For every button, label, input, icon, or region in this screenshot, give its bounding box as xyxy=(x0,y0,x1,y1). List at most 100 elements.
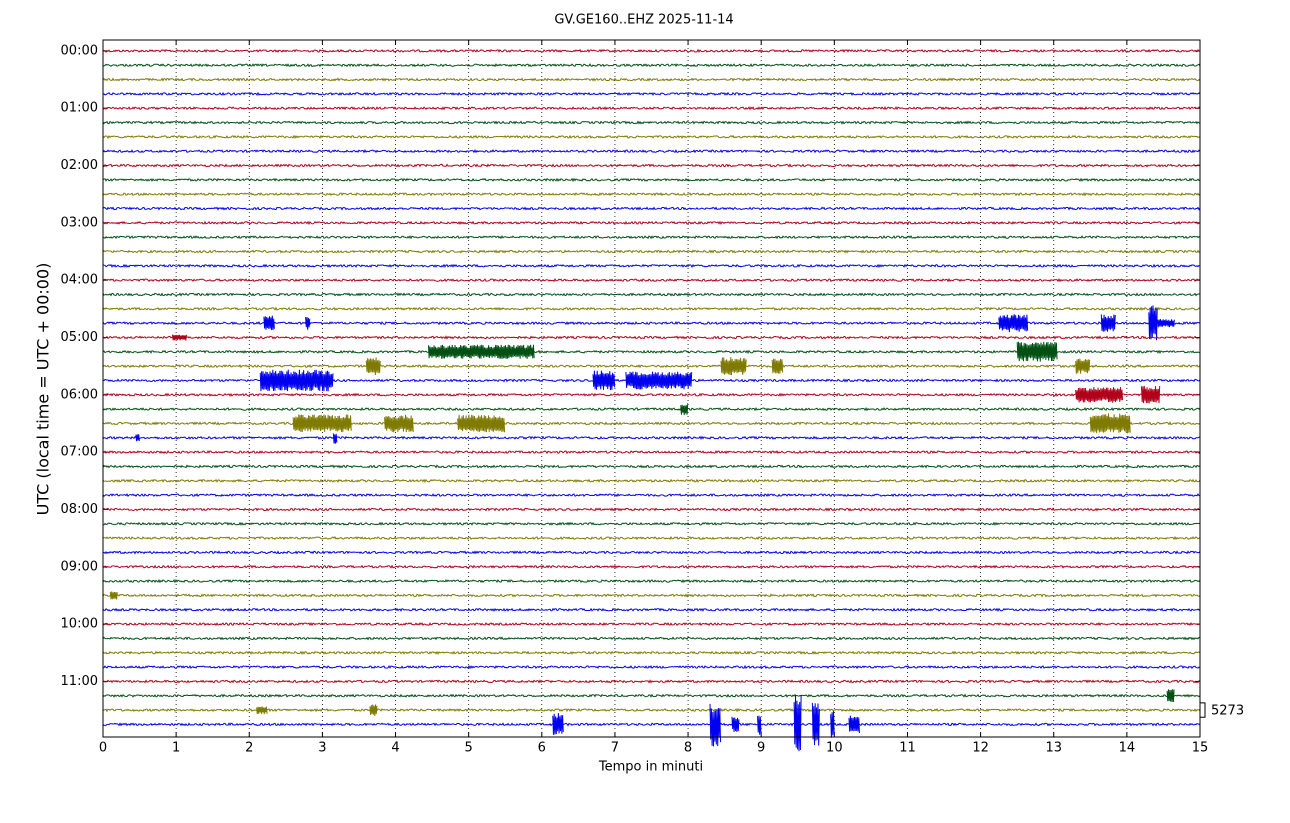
event xyxy=(369,704,378,717)
x-tick-label: 5 xyxy=(465,741,473,756)
trace xyxy=(102,636,1201,641)
scale-label: 5273 xyxy=(1211,704,1244,719)
y-tick-label: 04:00 xyxy=(61,273,98,288)
trace xyxy=(102,607,1201,612)
trace xyxy=(102,707,1201,713)
event xyxy=(680,403,689,416)
event xyxy=(332,433,338,444)
x-axis-label: Tempo in minuti xyxy=(598,760,703,775)
y-tick-label: 08:00 xyxy=(61,502,98,517)
y-axis-label: UTC (local time = UTC + 00:00) xyxy=(34,263,53,516)
y-tick-label: 00:00 xyxy=(61,43,98,58)
x-tick-label: 3 xyxy=(318,741,326,756)
y-tick-label: 10:00 xyxy=(61,617,98,632)
event xyxy=(135,434,140,442)
y-tick-label: 03:00 xyxy=(61,215,98,230)
event xyxy=(731,716,740,732)
trace xyxy=(102,564,1201,569)
plot-frame xyxy=(102,39,1201,738)
event xyxy=(427,344,535,359)
x-tick-label: 4 xyxy=(391,741,399,756)
event xyxy=(625,371,693,390)
x-tick-label: 15 xyxy=(1192,741,1209,756)
event xyxy=(1075,387,1124,403)
event xyxy=(365,357,381,376)
trace xyxy=(102,679,1201,684)
trace xyxy=(102,235,1201,240)
trace xyxy=(102,693,1201,698)
x-tick-label: 12 xyxy=(972,741,989,756)
event xyxy=(259,369,334,392)
event xyxy=(171,334,187,341)
y-tick-label: 01:00 xyxy=(61,101,98,116)
x-tick-label: 6 xyxy=(538,741,546,756)
trace xyxy=(102,77,1201,82)
event xyxy=(457,414,506,433)
trace xyxy=(102,392,1201,397)
trace xyxy=(102,435,1201,441)
x-tick-label: 11 xyxy=(899,741,916,756)
trace xyxy=(102,578,1201,584)
trace xyxy=(102,149,1201,154)
trace xyxy=(102,120,1201,125)
trace xyxy=(102,406,1201,412)
event xyxy=(552,713,564,735)
event xyxy=(1100,314,1116,332)
event xyxy=(1016,341,1058,362)
x-tick-label: 10 xyxy=(826,741,843,756)
trace xyxy=(102,650,1201,655)
event xyxy=(830,710,835,738)
trace xyxy=(102,621,1201,627)
trace xyxy=(102,593,1201,598)
x-tick-label: 14 xyxy=(1119,741,1136,756)
trace xyxy=(102,48,1201,53)
trace xyxy=(102,521,1201,526)
x-tick-label: 9 xyxy=(757,741,765,756)
trace xyxy=(102,277,1201,283)
event xyxy=(1148,305,1158,341)
x-tick-label: 1 xyxy=(172,741,180,756)
event xyxy=(811,702,820,746)
trace xyxy=(102,263,1201,268)
trace xyxy=(102,664,1201,670)
y-tick-label: 09:00 xyxy=(61,559,98,574)
event xyxy=(592,370,616,391)
chart-title: GV.GE160..EHZ 2025-11-14 xyxy=(554,13,733,28)
event xyxy=(256,706,268,715)
event xyxy=(1075,358,1091,374)
event xyxy=(848,715,860,734)
trace xyxy=(102,464,1201,469)
trace xyxy=(102,63,1201,68)
y-tick-label: 07:00 xyxy=(61,445,98,460)
x-tick-label: 8 xyxy=(684,741,692,756)
trace xyxy=(102,493,1201,498)
y-tick-label: 05:00 xyxy=(61,330,98,345)
trace xyxy=(102,91,1201,96)
trace xyxy=(102,106,1201,111)
event xyxy=(384,414,414,433)
event xyxy=(793,695,802,752)
trace xyxy=(102,249,1201,254)
event xyxy=(292,414,352,433)
event xyxy=(1089,413,1131,434)
event xyxy=(771,358,784,374)
trace xyxy=(102,550,1201,555)
x-tick-label: 0 xyxy=(99,741,107,756)
trace xyxy=(102,450,1201,455)
trace xyxy=(102,206,1201,211)
event xyxy=(709,703,722,747)
trace xyxy=(102,335,1201,340)
x-tick-label: 2 xyxy=(245,741,253,756)
event xyxy=(1166,689,1175,703)
y-tick-label: 11:00 xyxy=(61,674,98,689)
trace xyxy=(102,292,1201,297)
x-tick-label: 13 xyxy=(1045,741,1062,756)
event xyxy=(305,317,311,330)
trace xyxy=(102,177,1201,183)
trace xyxy=(102,220,1201,226)
trace xyxy=(102,478,1201,484)
trace xyxy=(102,507,1201,512)
event xyxy=(757,715,762,736)
scale-bar xyxy=(1200,702,1206,718)
